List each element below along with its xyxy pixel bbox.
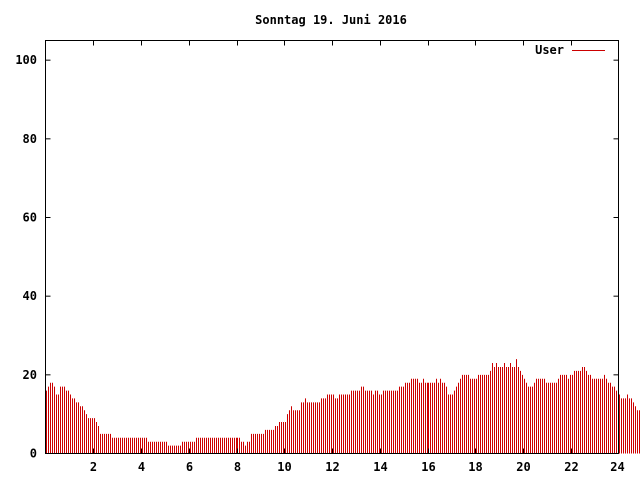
y-tick-label: 100	[15, 53, 37, 67]
x-tick-label: 16	[421, 460, 435, 474]
x-tick-label: 6	[186, 460, 193, 474]
data-bars	[46, 359, 640, 454]
y-tick-label: 60	[23, 211, 37, 225]
x-tick-label: 22	[564, 460, 578, 474]
x-tick-label: 10	[277, 460, 291, 474]
x-tick-label: 12	[325, 460, 339, 474]
plot-frame	[45, 40, 619, 454]
y-tick-label: 80	[23, 132, 37, 146]
x-tick-label: 14	[373, 460, 387, 474]
x-tick-label: 8	[234, 460, 241, 474]
y-tick-label: 0	[30, 447, 37, 461]
chart-title: Sonntag 19. Juni 2016	[255, 13, 407, 27]
x-axis: 2 4 6 8 10 12 14 16 18 20 22 24	[90, 40, 625, 474]
legend: User	[535, 43, 605, 57]
y-tick-label: 20	[23, 368, 37, 382]
x-tick-label: 18	[468, 460, 482, 474]
y-axis: 0 20 40 60 80 100	[15, 53, 619, 461]
y-tick-label: 40	[23, 289, 37, 303]
x-tick-label: 20	[516, 460, 530, 474]
x-tick-label: 4	[138, 460, 145, 474]
x-tick-label: 2	[90, 460, 97, 474]
legend-label-user: User	[535, 43, 564, 57]
x-tick-label: 24	[610, 460, 624, 474]
